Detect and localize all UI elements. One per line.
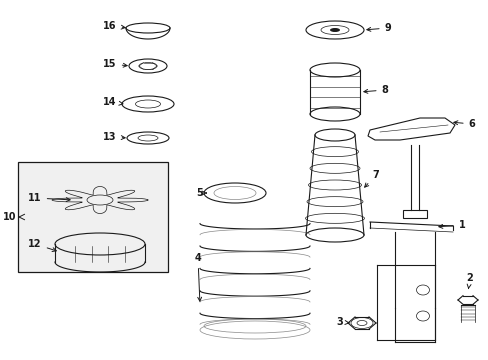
Text: 11: 11 bbox=[28, 193, 70, 203]
Text: 2: 2 bbox=[466, 273, 472, 289]
Text: 15: 15 bbox=[103, 59, 127, 69]
Text: 5: 5 bbox=[196, 188, 206, 198]
Text: 3: 3 bbox=[336, 317, 348, 327]
Text: 9: 9 bbox=[366, 23, 390, 33]
Text: 6: 6 bbox=[453, 119, 474, 129]
Text: 12: 12 bbox=[28, 239, 56, 252]
Ellipse shape bbox=[329, 28, 339, 32]
Bar bbox=[18, 162, 168, 272]
Text: 16: 16 bbox=[103, 21, 125, 31]
Bar bbox=[402, 210, 426, 218]
Text: 4: 4 bbox=[194, 253, 201, 301]
Text: 14: 14 bbox=[103, 97, 122, 107]
Text: 8: 8 bbox=[363, 85, 387, 95]
Text: 10: 10 bbox=[3, 212, 17, 222]
Text: 13: 13 bbox=[103, 132, 125, 142]
Text: 1: 1 bbox=[438, 220, 465, 230]
Text: 7: 7 bbox=[364, 170, 379, 187]
